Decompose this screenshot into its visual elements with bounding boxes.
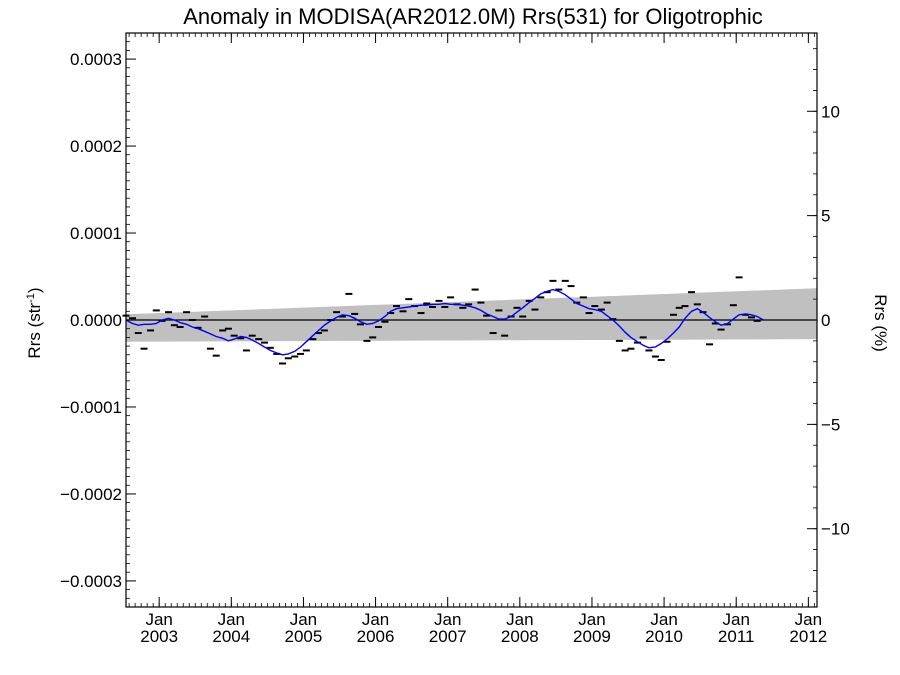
x-tick-year: 2009	[573, 627, 611, 646]
y-tick-label: −0.0002	[60, 485, 122, 504]
y2-tick-label: 5	[821, 207, 830, 226]
y-axis-left: 0.0003 0.0002 0.0001 0.0000 −0.0001 −0.0002 −0…	[60, 41, 136, 599]
y-tick-label: 0.0003	[70, 50, 122, 69]
y2-tick-label: 10	[821, 102, 840, 121]
x-tick-year: 2005	[285, 627, 323, 646]
x-tick-month: Jan	[578, 610, 605, 629]
x-tick-year: 2004	[212, 627, 250, 646]
x-tick-year: 2012	[789, 627, 827, 646]
y-tick-label: 0.0001	[70, 224, 122, 243]
y-axis-label: Rrs (str-1)	[25, 287, 44, 358]
x-tick-month: Jan	[434, 610, 461, 629]
y2-tick-label: 0	[821, 311, 830, 330]
x-axis: Jan2003Jan2004Jan2005Jan2006Jan2007Jan20…	[128, 33, 827, 646]
smoothed-anomaly-series	[125, 288, 764, 356]
y2-axis-label: Rrs (%)	[871, 294, 890, 352]
y-axis-right: 10 5 0 −5 −10	[807, 48, 850, 592]
x-tick-year: 2003	[140, 627, 178, 646]
y-axis-label-main: Rrs (str	[25, 303, 44, 359]
smoothed-line	[125, 288, 764, 356]
x-tick-month: Jan	[218, 610, 245, 629]
y-tick-label: 0.0002	[70, 137, 122, 156]
chart-title: Anomaly in MODISA(AR2012.0M) Rrs(531) fo…	[183, 4, 763, 29]
x-tick-month: Jan	[145, 610, 172, 629]
x-tick-year: 2011	[718, 627, 755, 646]
y-axis-label-close: )	[25, 287, 44, 293]
y-tick-label: −0.0001	[60, 398, 122, 417]
x-tick-month: Jan	[362, 610, 389, 629]
x-tick-month: Jan	[650, 610, 677, 629]
x-tick-year: 2010	[645, 627, 683, 646]
uncertainty-band	[126, 288, 817, 342]
x-tick-year: 2007	[429, 627, 467, 646]
y2-tick-label: −10	[821, 520, 850, 539]
x-tick-year: 2006	[357, 627, 395, 646]
y-axis-label-superscript: -1	[25, 293, 37, 303]
x-tick-year: 2008	[501, 627, 539, 646]
monthly-anomaly-points	[122, 276, 761, 365]
uncertainty-band-layer	[126, 288, 817, 342]
x-tick-month: Jan	[723, 610, 750, 629]
y2-tick-label: −5	[821, 415, 840, 434]
y-tick-label: 0.0000	[70, 311, 122, 330]
x-tick-month: Jan	[795, 610, 822, 629]
y-tick-label: −0.0003	[60, 572, 122, 591]
x-tick-month: Jan	[506, 610, 533, 629]
x-tick-month: Jan	[290, 610, 317, 629]
